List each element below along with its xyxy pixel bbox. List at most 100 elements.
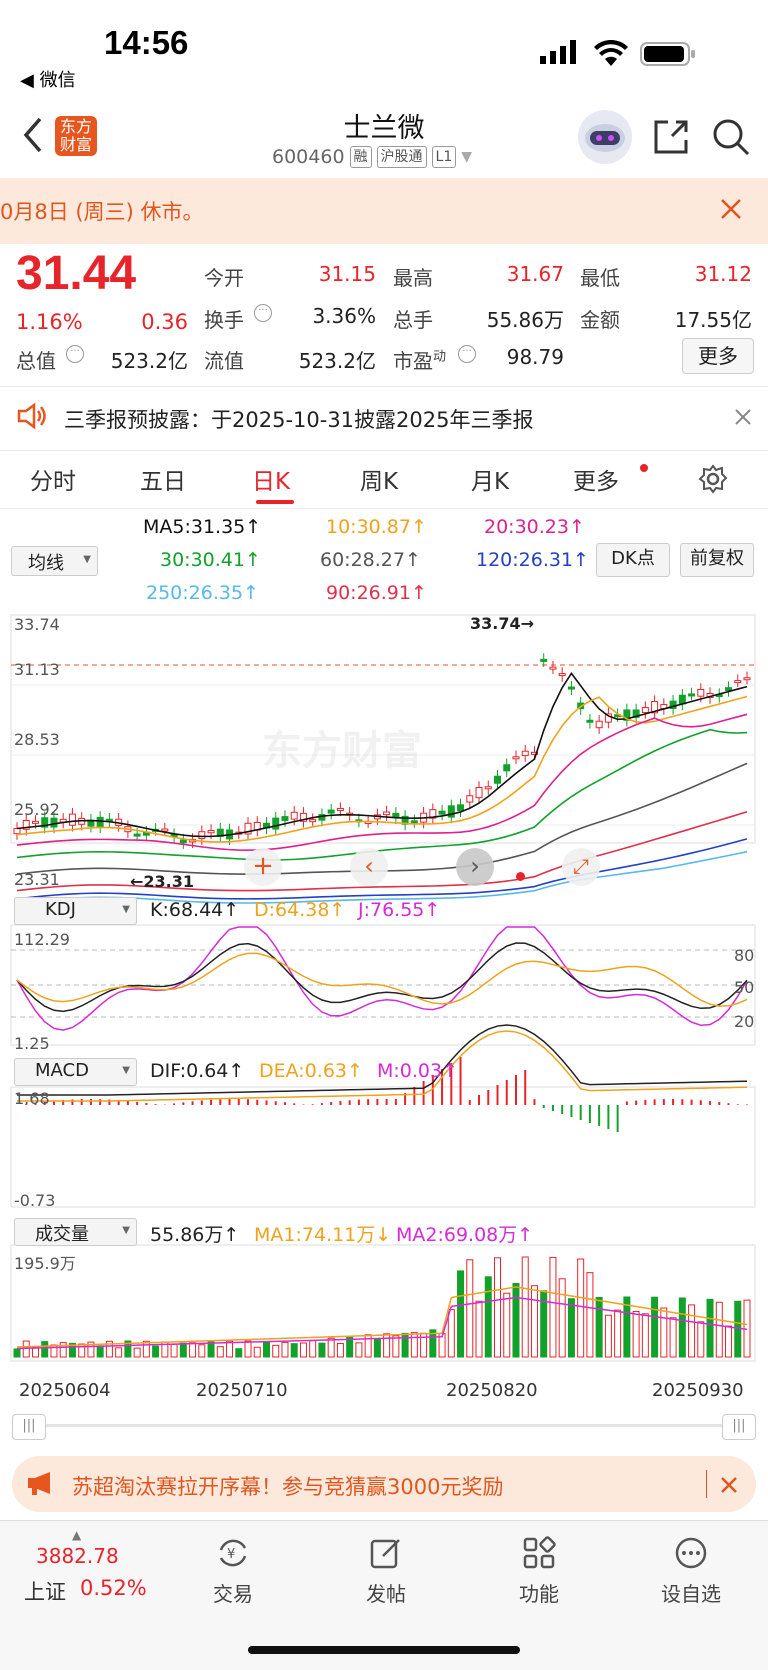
kdj-j-line (16, 926, 748, 1031)
kdj-level-20: 20 (734, 1012, 755, 1031)
kdj-k-value: K:68.44↑ (150, 899, 240, 921)
candle (697, 689, 705, 697)
close-icon[interactable] (720, 1476, 738, 1498)
volume-bar (623, 1296, 631, 1358)
promo-banner[interactable] (12, 1456, 756, 1512)
edit-icon (370, 1539, 400, 1569)
kdj-axis-bottom: 1.25 (14, 1034, 50, 1053)
range-slider-left-handle[interactable]: ||| (12, 1414, 46, 1440)
market-closed-notice (0, 178, 768, 244)
float-cap: 523.2亿 (298, 349, 376, 373)
tab-intraday[interactable]: 分时 (30, 469, 76, 495)
volume-bar (336, 1342, 344, 1358)
candle (50, 817, 58, 828)
ma5-value: MA5:31.35↑ (143, 516, 262, 538)
signal-icon (540, 40, 580, 68)
ma-line (16, 713, 748, 851)
nav-functions[interactable]: 功能 (494, 1536, 584, 1607)
volume-bar (503, 1292, 511, 1358)
tag-connect: 沪股通 (376, 146, 427, 168)
range-slider-right-handle[interactable]: ||| (722, 1414, 756, 1440)
back-to-wechat[interactable]: ◀ 微信 (20, 70, 76, 91)
active-tab-indicator (256, 500, 294, 504)
stock-code-row[interactable]: 600460 融 沪股通 L1 ▼ (272, 146, 472, 168)
index-value[interactable]: 3882.78 (36, 1544, 119, 1568)
volume-bar (152, 1345, 160, 1358)
volume-bar (484, 1276, 492, 1358)
macd-frame (10, 1086, 756, 1208)
info-icon[interactable]: ··· (66, 345, 84, 363)
volume-bar (105, 1340, 113, 1358)
volume-bar (410, 1332, 418, 1358)
volume-bar (604, 1314, 612, 1358)
back-icon[interactable] (22, 116, 44, 158)
candle (41, 817, 49, 828)
index-change[interactable]: 0.52% (80, 1576, 147, 1600)
close-icon[interactable] (734, 408, 752, 430)
candle (281, 816, 289, 821)
stock-chart-panel[interactable] (0, 605, 768, 1385)
volume-bar (290, 1343, 298, 1358)
kdj-level-50: 50 (734, 978, 755, 997)
volume-bar (207, 1341, 215, 1358)
candle (272, 817, 280, 830)
date-label: 20250930 (652, 1380, 744, 1401)
more-button[interactable]: 更多 (682, 338, 754, 374)
zoom-in-button[interactable]: + (244, 848, 282, 886)
tab-more[interactable]: 更多 (573, 469, 619, 495)
notification-dot (640, 464, 648, 472)
candle (734, 680, 742, 684)
volume-bar (401, 1332, 409, 1358)
nav-trade[interactable]: ¥ 交易 (188, 1536, 278, 1607)
volume-bar (641, 1313, 649, 1358)
candle (161, 828, 169, 832)
open-value: 31.15 (318, 262, 376, 286)
fullscreen-icon[interactable]: ⤢ (562, 848, 600, 886)
candle (549, 666, 557, 670)
indicator-select[interactable]: 均线 ▼ (11, 546, 98, 576)
scroll-right-button[interactable]: › (456, 848, 494, 886)
kdj-select[interactable]: KDJ ▼ (14, 897, 137, 925)
volume-bar (494, 1257, 502, 1358)
nav-watchlist[interactable]: 设自选 (646, 1536, 736, 1607)
price-axis-2: 31.13 (14, 660, 60, 679)
dk-point-button[interactable]: DK点 (596, 543, 670, 577)
volume-bar (725, 1325, 733, 1358)
candle (22, 819, 30, 830)
kdj-axis-top: 112.29 (14, 930, 70, 949)
promo-text[interactable]: 苏超淘汰赛拉开序幕！参与竞猜赢3000元奖励 (72, 1475, 504, 1499)
volume-bar (59, 1342, 67, 1358)
volume-bar (678, 1297, 686, 1358)
info-icon[interactable]: ··· (254, 304, 272, 322)
ai-assistant-avatar[interactable] (578, 110, 632, 164)
min-price-marker: ←23.31 (130, 872, 195, 891)
info-icon[interactable]: ··· (458, 345, 476, 363)
tab-five-day[interactable]: 五日 (140, 469, 186, 495)
gear-icon[interactable] (698, 464, 728, 498)
scroll-left-button[interactable]: ‹ (350, 848, 388, 886)
close-icon[interactable] (720, 198, 742, 224)
volume-bar (189, 1342, 197, 1358)
macd-select[interactable]: MACD ▼ (14, 1058, 137, 1086)
share-icon[interactable] (652, 118, 690, 160)
date-label: 20250604 (19, 1380, 111, 1401)
nav-post[interactable]: 发帖 (341, 1536, 431, 1607)
macd-axis-top: 1.68 (14, 1089, 50, 1108)
adjust-select[interactable]: 前复权 (680, 543, 754, 577)
volume-bar (614, 1309, 622, 1358)
candle (244, 822, 252, 835)
search-icon[interactable] (712, 118, 750, 160)
candle (466, 795, 474, 803)
range-slider-track[interactable] (30, 1424, 728, 1427)
tab-weekly-k[interactable]: 周K (360, 469, 399, 495)
candle (604, 713, 612, 723)
home-indicator (248, 1646, 520, 1654)
announcement-text[interactable]: 三季报预披露：于2025-10-31披露2025年三季报 (64, 408, 534, 432)
tab-monthly-k[interactable]: 月K (471, 469, 510, 495)
candle (336, 807, 344, 811)
index-name[interactable]: 上证 (24, 1580, 66, 1604)
tab-daily-k[interactable]: 日K (252, 469, 291, 495)
total-cap-label: 总值 (16, 349, 56, 373)
volume-select[interactable]: 成交量 ▼ (14, 1218, 137, 1246)
price-axis-3: 28.53 (14, 730, 60, 749)
